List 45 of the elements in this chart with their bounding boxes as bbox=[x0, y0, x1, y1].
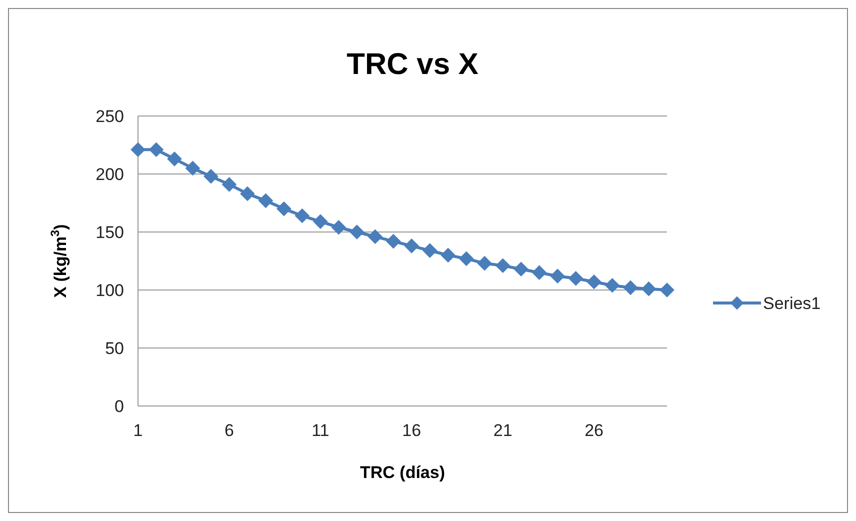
point bbox=[258, 193, 274, 208]
point bbox=[440, 248, 456, 263]
point bbox=[404, 238, 420, 254]
x-tick-label: 6 bbox=[224, 421, 234, 440]
y-tick-label: 0 bbox=[114, 396, 124, 416]
y-tick-label: 250 bbox=[96, 106, 124, 126]
point bbox=[422, 243, 438, 258]
point bbox=[458, 251, 474, 266]
point bbox=[204, 168, 218, 184]
point bbox=[586, 274, 602, 290]
x-axis-title: TRC (días) bbox=[360, 463, 445, 482]
y-tick-label: 50 bbox=[105, 338, 124, 358]
point bbox=[568, 270, 584, 286]
x-tick-label: 16 bbox=[402, 421, 422, 440]
y-tick-label: 100 bbox=[96, 280, 124, 300]
point bbox=[294, 208, 310, 224]
legend-label: Series1 bbox=[763, 294, 821, 313]
point bbox=[514, 262, 528, 277]
point bbox=[386, 234, 401, 249]
point bbox=[313, 214, 328, 229]
point bbox=[641, 281, 656, 296]
y-tick-label: 200 bbox=[96, 164, 124, 184]
point bbox=[368, 229, 383, 244]
x-tick-label: 1 bbox=[133, 421, 143, 440]
point bbox=[130, 142, 146, 158]
point bbox=[604, 278, 620, 293]
point bbox=[532, 265, 547, 280]
point bbox=[349, 224, 364, 240]
chart-title: TRC vs X bbox=[346, 48, 478, 81]
point bbox=[185, 160, 200, 176]
x-tick-label: 21 bbox=[493, 421, 512, 440]
point bbox=[477, 256, 492, 271]
point bbox=[495, 258, 510, 274]
point bbox=[240, 186, 255, 202]
x-tick-label: 11 bbox=[312, 421, 330, 440]
point bbox=[331, 220, 346, 235]
point bbox=[550, 268, 565, 284]
point bbox=[148, 142, 164, 158]
point bbox=[167, 152, 182, 166]
point bbox=[222, 177, 237, 192]
x-tick-label: 26 bbox=[584, 421, 604, 440]
y-tick-label: 150 bbox=[96, 222, 124, 242]
point bbox=[660, 282, 674, 298]
point bbox=[623, 280, 638, 296]
point bbox=[276, 201, 292, 216]
